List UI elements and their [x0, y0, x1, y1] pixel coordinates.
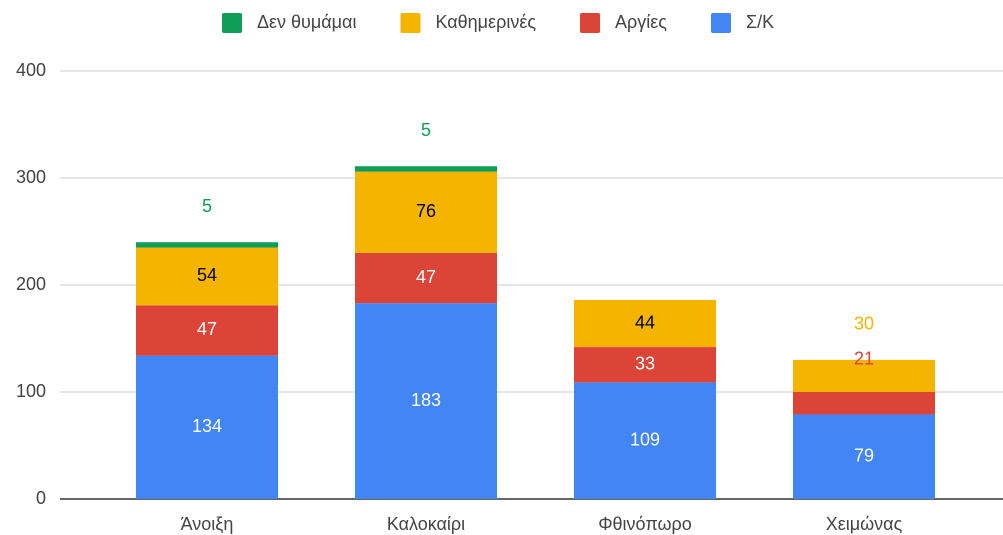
- data-label: 76: [416, 201, 436, 221]
- bar-segment: [355, 303, 497, 499]
- data-label: 5: [202, 196, 212, 216]
- bar-segment: [793, 359, 935, 392]
- bar-segment: [574, 347, 716, 383]
- bar-segment: [355, 252, 497, 304]
- data-label: 47: [416, 267, 436, 287]
- data-label: 54: [197, 265, 217, 285]
- data-label: 47: [197, 319, 217, 339]
- data-label: 21: [854, 349, 874, 369]
- legend-label: Δεν θυμάμαι: [257, 12, 356, 32]
- y-tick-label: 0: [36, 488, 46, 508]
- legend-swatch: [580, 13, 601, 33]
- bar-segment: [136, 355, 278, 499]
- x-tick-label: Άνοιξη: [181, 514, 234, 534]
- x-tick-label: Φθινόπωρο: [598, 514, 692, 534]
- y-tick-label: 300: [16, 167, 46, 187]
- data-label: 109: [630, 429, 660, 449]
- bar-segment: [793, 392, 935, 415]
- data-label: 5: [421, 120, 431, 140]
- bar-segment: [355, 171, 497, 253]
- y-tick-label: 200: [16, 274, 46, 294]
- bar-segment: [136, 305, 278, 356]
- y-tick-label: 400: [16, 60, 46, 80]
- data-label: 30: [854, 314, 874, 334]
- bar-segment: [355, 166, 497, 172]
- legend-label: Καθημερινές: [435, 12, 536, 32]
- x-tick-label: Καλοκαίρι: [387, 514, 465, 534]
- data-label: 44: [635, 312, 655, 332]
- data-label: 134: [192, 416, 222, 436]
- legend-label: Αργίες: [615, 12, 667, 32]
- bar-segment: [136, 242, 278, 248]
- bar-segment: [793, 414, 935, 499]
- bar-segment: [574, 299, 716, 348]
- legend-swatch: [710, 13, 731, 33]
- legend-label: Σ/Κ: [746, 12, 774, 32]
- data-label: 183: [411, 390, 441, 410]
- legend-swatch: [400, 13, 421, 33]
- data-label: 79: [854, 445, 874, 465]
- legend-swatch: [222, 13, 242, 33]
- x-tick-label: Χειμώνας: [826, 514, 903, 534]
- data-label: 33: [635, 353, 655, 373]
- bar-segment: [136, 247, 278, 306]
- bar-segment: [574, 382, 716, 499]
- y-tick-label: 100: [16, 381, 46, 401]
